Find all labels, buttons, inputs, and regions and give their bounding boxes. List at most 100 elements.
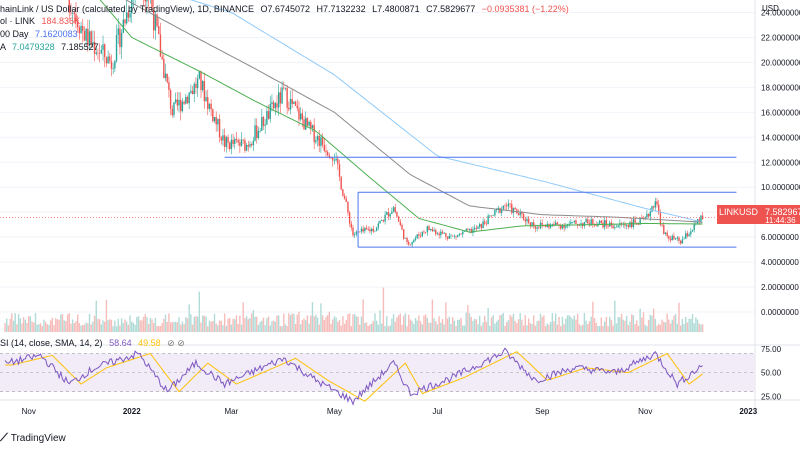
volume-bar bbox=[250, 313, 253, 332]
candle-body bbox=[428, 226, 430, 230]
volume-bar bbox=[180, 324, 182, 332]
volume-bar bbox=[485, 321, 488, 332]
candle-body bbox=[367, 229, 369, 230]
volume-bar bbox=[440, 322, 442, 332]
candle-body bbox=[480, 224, 483, 229]
volume-bar bbox=[193, 316, 195, 332]
ma200-value: 7.1620083 bbox=[35, 29, 78, 39]
volume-bar bbox=[235, 315, 238, 332]
volume-bar bbox=[281, 326, 283, 332]
volume-bar bbox=[63, 320, 65, 332]
volume-bar bbox=[399, 313, 402, 332]
candle-body bbox=[484, 221, 486, 224]
volume-bar bbox=[624, 320, 626, 332]
candle-body bbox=[504, 205, 506, 207]
volume-bar bbox=[272, 320, 275, 332]
volume-bar bbox=[82, 324, 84, 332]
volume-bar bbox=[568, 315, 570, 332]
volume-bar bbox=[685, 316, 687, 332]
candle-body bbox=[563, 224, 565, 228]
candle-body bbox=[266, 111, 268, 125]
ma200-line bbox=[125, 0, 703, 223]
candle-body bbox=[600, 220, 602, 223]
volume-bar bbox=[109, 319, 111, 332]
candle-body bbox=[212, 109, 214, 122]
volume-bar bbox=[382, 287, 385, 332]
candle-body bbox=[294, 101, 297, 106]
volume-bar bbox=[426, 317, 429, 332]
price-tick-label: 12.0000000 bbox=[761, 158, 800, 167]
volume-bar bbox=[647, 319, 650, 332]
candle-body bbox=[156, 14, 158, 27]
candle-body bbox=[396, 212, 398, 217]
ma200-label: 00 Day bbox=[0, 29, 29, 39]
volume-bar bbox=[511, 316, 513, 332]
volume-bar bbox=[256, 316, 258, 332]
volume-bar bbox=[561, 316, 564, 332]
volume-bar bbox=[578, 324, 581, 332]
volume-bar bbox=[129, 315, 131, 332]
volume-bar bbox=[636, 320, 638, 332]
time-tick-label: Nov bbox=[22, 407, 36, 416]
volume-bar bbox=[303, 318, 305, 332]
volume-bar bbox=[337, 321, 339, 332]
candle-body bbox=[365, 227, 368, 230]
volume-bar bbox=[181, 321, 184, 332]
candle-body bbox=[269, 104, 271, 119]
volume-bar bbox=[151, 319, 153, 332]
candle-body bbox=[208, 103, 211, 109]
candle-body bbox=[320, 137, 322, 146]
candle-body bbox=[181, 101, 184, 112]
candle-body bbox=[163, 59, 165, 79]
candle-body bbox=[183, 101, 185, 104]
volume-bar bbox=[392, 313, 395, 332]
volume-bar bbox=[404, 313, 407, 332]
volume-bar bbox=[484, 315, 486, 332]
candle-body bbox=[384, 214, 386, 222]
time-tick-label: Jul bbox=[432, 407, 442, 416]
candle-body bbox=[120, 32, 123, 48]
candle-body bbox=[458, 233, 461, 236]
candle-body bbox=[207, 97, 209, 109]
candle-body bbox=[419, 235, 422, 237]
volume-bar bbox=[315, 314, 317, 332]
change-value: −0.0935381 (−1.22%) bbox=[481, 4, 569, 14]
price-tick-label: 20.0000000 bbox=[761, 58, 800, 67]
volume-bar bbox=[320, 303, 322, 332]
candle-body bbox=[413, 239, 415, 243]
candle-body bbox=[625, 224, 628, 226]
volume-bar bbox=[24, 319, 27, 332]
volume-bar bbox=[347, 313, 349, 332]
volume-bar bbox=[33, 322, 35, 332]
volume-bar bbox=[372, 321, 374, 332]
candle-body bbox=[654, 201, 657, 208]
candle-body bbox=[492, 215, 494, 217]
volume-bar bbox=[164, 314, 167, 332]
volume-bar bbox=[389, 325, 391, 332]
volume-bar bbox=[6, 318, 8, 332]
candle-body bbox=[200, 71, 202, 91]
volume-bar bbox=[53, 325, 55, 332]
volume-bar bbox=[340, 325, 342, 332]
candle-body bbox=[402, 229, 405, 239]
rsi-settings-icon[interactable]: ⊘ ⊘ bbox=[167, 338, 185, 348]
candle-body bbox=[529, 222, 532, 226]
volume-bar bbox=[556, 324, 559, 332]
candle-body bbox=[311, 125, 314, 128]
volume-bar bbox=[480, 325, 483, 332]
price-tick-label: 22.0000000 bbox=[761, 33, 800, 42]
price-tick-label: 4.0000000 bbox=[761, 258, 799, 267]
volume-bar bbox=[183, 324, 185, 332]
volume-bar bbox=[267, 316, 270, 332]
axis-unit-label: USD bbox=[762, 4, 779, 13]
volume-bar bbox=[249, 318, 251, 332]
volume-bar bbox=[374, 313, 376, 332]
volume-bar bbox=[85, 322, 87, 332]
candle-body bbox=[651, 206, 653, 212]
volume-bar bbox=[244, 318, 246, 332]
volume-bar bbox=[450, 323, 452, 332]
tradingview-branding[interactable]: ⟋ TradingView bbox=[0, 432, 66, 445]
candle-body bbox=[80, 25, 82, 34]
volume-bar bbox=[207, 326, 209, 332]
